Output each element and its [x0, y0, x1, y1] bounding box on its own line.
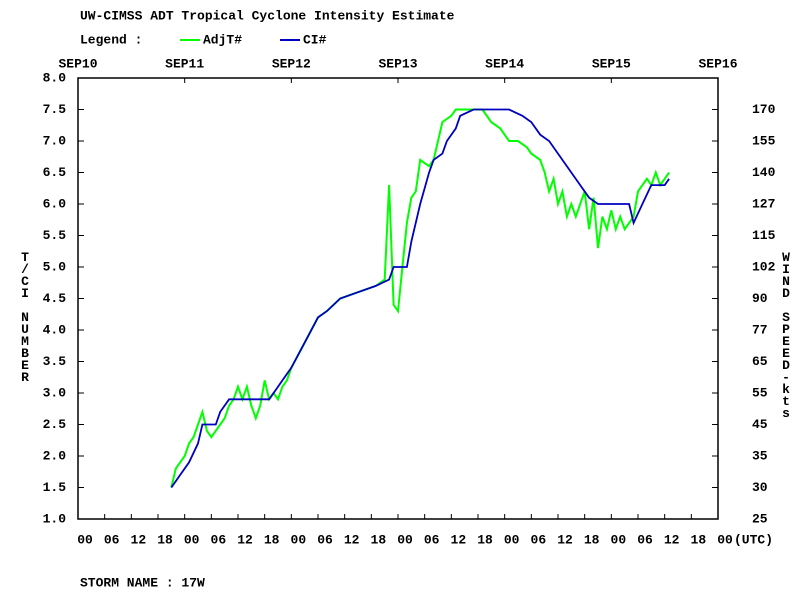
x-tick-label: 12 — [237, 532, 253, 547]
y2-tick-label: 55 — [752, 385, 768, 400]
x-tick-label: 00 — [77, 532, 93, 547]
top-x-tick-label: SEP16 — [698, 56, 737, 71]
y2-tick-label: 35 — [752, 448, 768, 463]
y2-tick-label: 102 — [752, 259, 776, 274]
x-tick-label: 18 — [371, 532, 387, 547]
y2-tick-label: 140 — [752, 165, 776, 180]
x-tick-label: 18 — [157, 532, 173, 547]
series-line — [170, 108, 670, 488]
x-tick-label: 12 — [664, 532, 680, 547]
x-tick-label: 06 — [317, 532, 333, 547]
y-tick-label: 8.0 — [43, 70, 67, 85]
y2-tick-label: 25 — [752, 511, 768, 526]
top-x-tick-label: SEP11 — [165, 56, 204, 71]
y-tick-label: 7.5 — [43, 102, 67, 117]
y2-tick-label: 170 — [752, 102, 776, 117]
x-tick-label: 06 — [211, 532, 227, 547]
x-tick-label: 00 — [397, 532, 413, 547]
y-tick-label: 6.0 — [43, 196, 67, 211]
y-tick-label: 4.5 — [43, 291, 67, 306]
y-tick-label: 6.5 — [43, 165, 67, 180]
y2-tick-label: 115 — [752, 228, 776, 243]
x-unit-label: (UTC) — [734, 532, 773, 547]
legend-entry: CI# — [303, 32, 327, 47]
y2-tick-label: 45 — [752, 417, 768, 432]
chart-title: UW-CIMSS ADT Tropical Cyclone Intensity … — [80, 8, 455, 23]
x-tick-label: 12 — [131, 532, 147, 547]
y2-tick-label: 90 — [752, 291, 768, 306]
legend-entry: AdjT# — [203, 32, 242, 47]
y-tick-label: 1.5 — [43, 480, 67, 495]
top-x-tick-label: SEP12 — [272, 56, 311, 71]
x-tick-label: 00 — [291, 532, 307, 547]
x-tick-label: 00 — [184, 532, 200, 547]
y-tick-label: 4.0 — [43, 322, 67, 337]
y-tick-label: 2.0 — [43, 448, 67, 463]
x-tick-label: 18 — [691, 532, 707, 547]
x-tick-label: 06 — [531, 532, 547, 547]
y2-tick-label: 127 — [752, 196, 775, 211]
y2-tick-label: 65 — [752, 354, 768, 369]
y2-tick-label: 155 — [752, 133, 776, 148]
top-x-tick-label: SEP10 — [58, 56, 97, 71]
top-x-tick-label: SEP15 — [592, 56, 631, 71]
y2-tick-label: 30 — [752, 480, 768, 495]
x-tick-label: 00 — [611, 532, 627, 547]
footer: STORM NAME : 17W — [80, 575, 205, 590]
x-tick-label: 12 — [557, 532, 573, 547]
top-x-tick-label: SEP13 — [378, 56, 417, 71]
y-tick-label: 1.0 — [43, 511, 67, 526]
x-tick-label: 06 — [424, 532, 440, 547]
series-line — [170, 108, 670, 489]
x-tick-label: 12 — [451, 532, 467, 547]
y-axis-label: T/CI NUMBER — [18, 250, 33, 382]
x-tick-label: 12 — [344, 532, 360, 547]
x-tick-label: 00 — [717, 532, 733, 547]
top-x-tick-label: SEP14 — [485, 56, 524, 71]
y2-tick-label: 77 — [752, 322, 768, 337]
x-tick-label: 00 — [504, 532, 520, 547]
x-tick-label: 18 — [264, 532, 280, 547]
y-tick-label: 2.5 — [43, 417, 67, 432]
y-tick-label: 5.0 — [43, 259, 67, 274]
y-tick-label: 5.5 — [43, 228, 67, 243]
x-tick-label: 06 — [637, 532, 653, 547]
legend-label: Legend : — [80, 32, 142, 47]
x-tick-label: 06 — [104, 532, 120, 547]
y-tick-label: 7.0 — [43, 133, 67, 148]
y-tick-label: 3.5 — [43, 354, 67, 369]
y-tick-label: 3.0 — [43, 385, 67, 400]
x-tick-label: 18 — [477, 532, 493, 547]
x-tick-label: 18 — [584, 532, 600, 547]
y2-axis-label: WIND SPEED-kts — [779, 250, 794, 418]
